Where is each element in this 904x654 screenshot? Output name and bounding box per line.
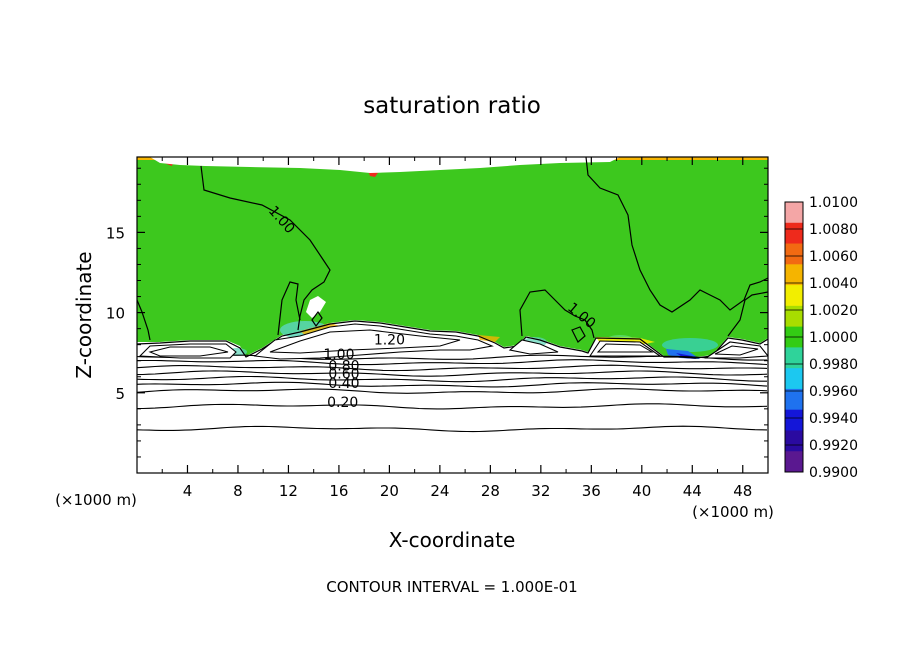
contour-line	[137, 354, 768, 361]
colorbar-swatch	[785, 243, 803, 265]
contour-line	[277, 281, 301, 336]
contour-line	[137, 370, 768, 377]
contour-line	[137, 388, 768, 394]
cyan-patch	[662, 338, 718, 352]
x-tick-label: 24	[430, 482, 449, 500]
colorbar-swatch	[785, 202, 803, 224]
contour-line	[137, 403, 768, 410]
plot-area: 1.001.001.201.000.800.600.400.20	[137, 157, 768, 473]
colorbar-swatch	[785, 430, 803, 452]
x-tick-label: 48	[733, 482, 752, 500]
colorbar-tick-label: 1.0040	[809, 276, 858, 292]
cloud-contour	[148, 346, 229, 357]
contour-label: 1.00	[323, 347, 354, 363]
plot-frame	[136, 156, 769, 474]
y-axis-label: Z-coordinate	[72, 251, 96, 378]
colorbar-tick-label: 0.9920	[809, 438, 858, 454]
contour-line	[571, 326, 586, 343]
contour-lines	[137, 157, 768, 433]
colorbar-tick-label: 0.9960	[809, 384, 858, 400]
y-tick-label: 15	[106, 224, 125, 242]
colorbar-tick-label: 1.0020	[809, 303, 858, 319]
contour-label: 0.40	[328, 376, 359, 392]
colorbar-swatch	[785, 368, 803, 390]
cloud-contour	[596, 343, 654, 353]
contour-interval-footer: CONTOUR INTERVAL = 1.000E-01	[326, 578, 577, 596]
white-blob	[306, 296, 326, 318]
contour-line	[311, 310, 323, 328]
x-unit-label: (×1000 m)	[692, 503, 774, 521]
colorbar-tick-label: 1.0060	[809, 249, 858, 265]
colorbar-swatch	[785, 409, 803, 431]
contour-line	[200, 165, 331, 331]
contour-label: 1.20	[374, 333, 405, 349]
contour-label: 0.20	[327, 395, 358, 411]
colorbar-tick-label: 1.0100	[809, 195, 858, 211]
colorbar-swatch	[785, 222, 803, 245]
x-tick-label: 12	[279, 482, 298, 500]
cloud-contour	[269, 329, 461, 354]
colorbar-tick-label: 0.9980	[809, 357, 858, 373]
colorbar-swatch	[785, 285, 803, 307]
y-tick-label: 10	[106, 305, 125, 323]
colorbar-tick-label: 1.0000	[809, 330, 858, 346]
x-tick-label: 4	[183, 482, 193, 500]
colorbar-swatch	[785, 305, 803, 328]
contour-line	[137, 359, 768, 366]
x-tick-label: 28	[481, 482, 500, 500]
cloud-contour	[253, 323, 494, 360]
contour-line	[137, 381, 768, 388]
x-axis: 4 8 12 16 20 24 28 32 36 40 44 48	[161, 157, 752, 500]
contour-line	[137, 320, 768, 359]
contour-line	[519, 289, 595, 339]
saturation-field	[137, 157, 768, 357]
x-tick-label: 8	[233, 482, 243, 500]
colorbar-swatch	[785, 347, 803, 369]
cloud-base-yellow	[300, 323, 340, 335]
chart-title: saturation ratio	[363, 93, 541, 119]
colorbar-swatch	[785, 388, 803, 411]
x-axis-label: X-coordinate	[389, 528, 516, 552]
colorbar-tick-label: 0.9900	[809, 465, 858, 481]
contour-label: 0.60	[328, 366, 359, 382]
colorbar-tick-label: 1.0080	[809, 222, 858, 238]
x-tick-label: 40	[632, 482, 651, 500]
x-tick-label: 44	[683, 482, 702, 500]
contour-line	[137, 364, 768, 372]
colorbar-swatch	[785, 264, 803, 286]
x-tick-label: 20	[380, 482, 399, 500]
colorbar: 1.0100 1.0080 1.0060 1.0040 1.0020 1.0000 0.99…	[784, 195, 858, 481]
colorbar-swatch	[785, 451, 803, 473]
contour-label: 0.80	[328, 358, 359, 374]
x-tick-label: 16	[329, 482, 348, 500]
y-unit-label: (×1000 m)	[55, 491, 137, 509]
y-axis: 5 10 15	[106, 167, 768, 458]
y-tick-label: 5	[115, 385, 125, 403]
contour-line	[137, 299, 151, 341]
x-tick-label: 32	[531, 482, 550, 500]
x-tick-label: 36	[582, 482, 601, 500]
contour-line	[137, 425, 768, 433]
contour-line	[585, 157, 768, 313]
contour-line	[727, 291, 768, 337]
cloud-contour	[508, 339, 559, 355]
colorbar-tick-label: 0.9940	[809, 411, 858, 427]
cloud-base-yellow	[478, 335, 500, 342]
contour-line	[137, 375, 767, 383]
cloud-contour	[714, 345, 759, 356]
white-gap-top	[150, 157, 620, 173]
